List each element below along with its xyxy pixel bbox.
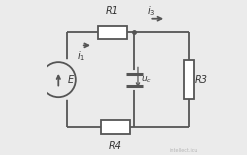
Bar xyxy=(101,120,130,134)
Text: R4: R4 xyxy=(109,141,122,151)
Text: $i_3$: $i_3$ xyxy=(147,4,156,18)
Text: $u_c$: $u_c$ xyxy=(141,74,152,85)
Bar xyxy=(98,26,126,39)
Bar xyxy=(184,60,194,100)
Text: intellect.icu: intellect.icu xyxy=(170,148,198,153)
Text: R3: R3 xyxy=(194,75,207,85)
Text: E: E xyxy=(68,75,74,85)
Text: R1: R1 xyxy=(105,6,119,16)
Text: $i_1$: $i_1$ xyxy=(77,49,85,63)
